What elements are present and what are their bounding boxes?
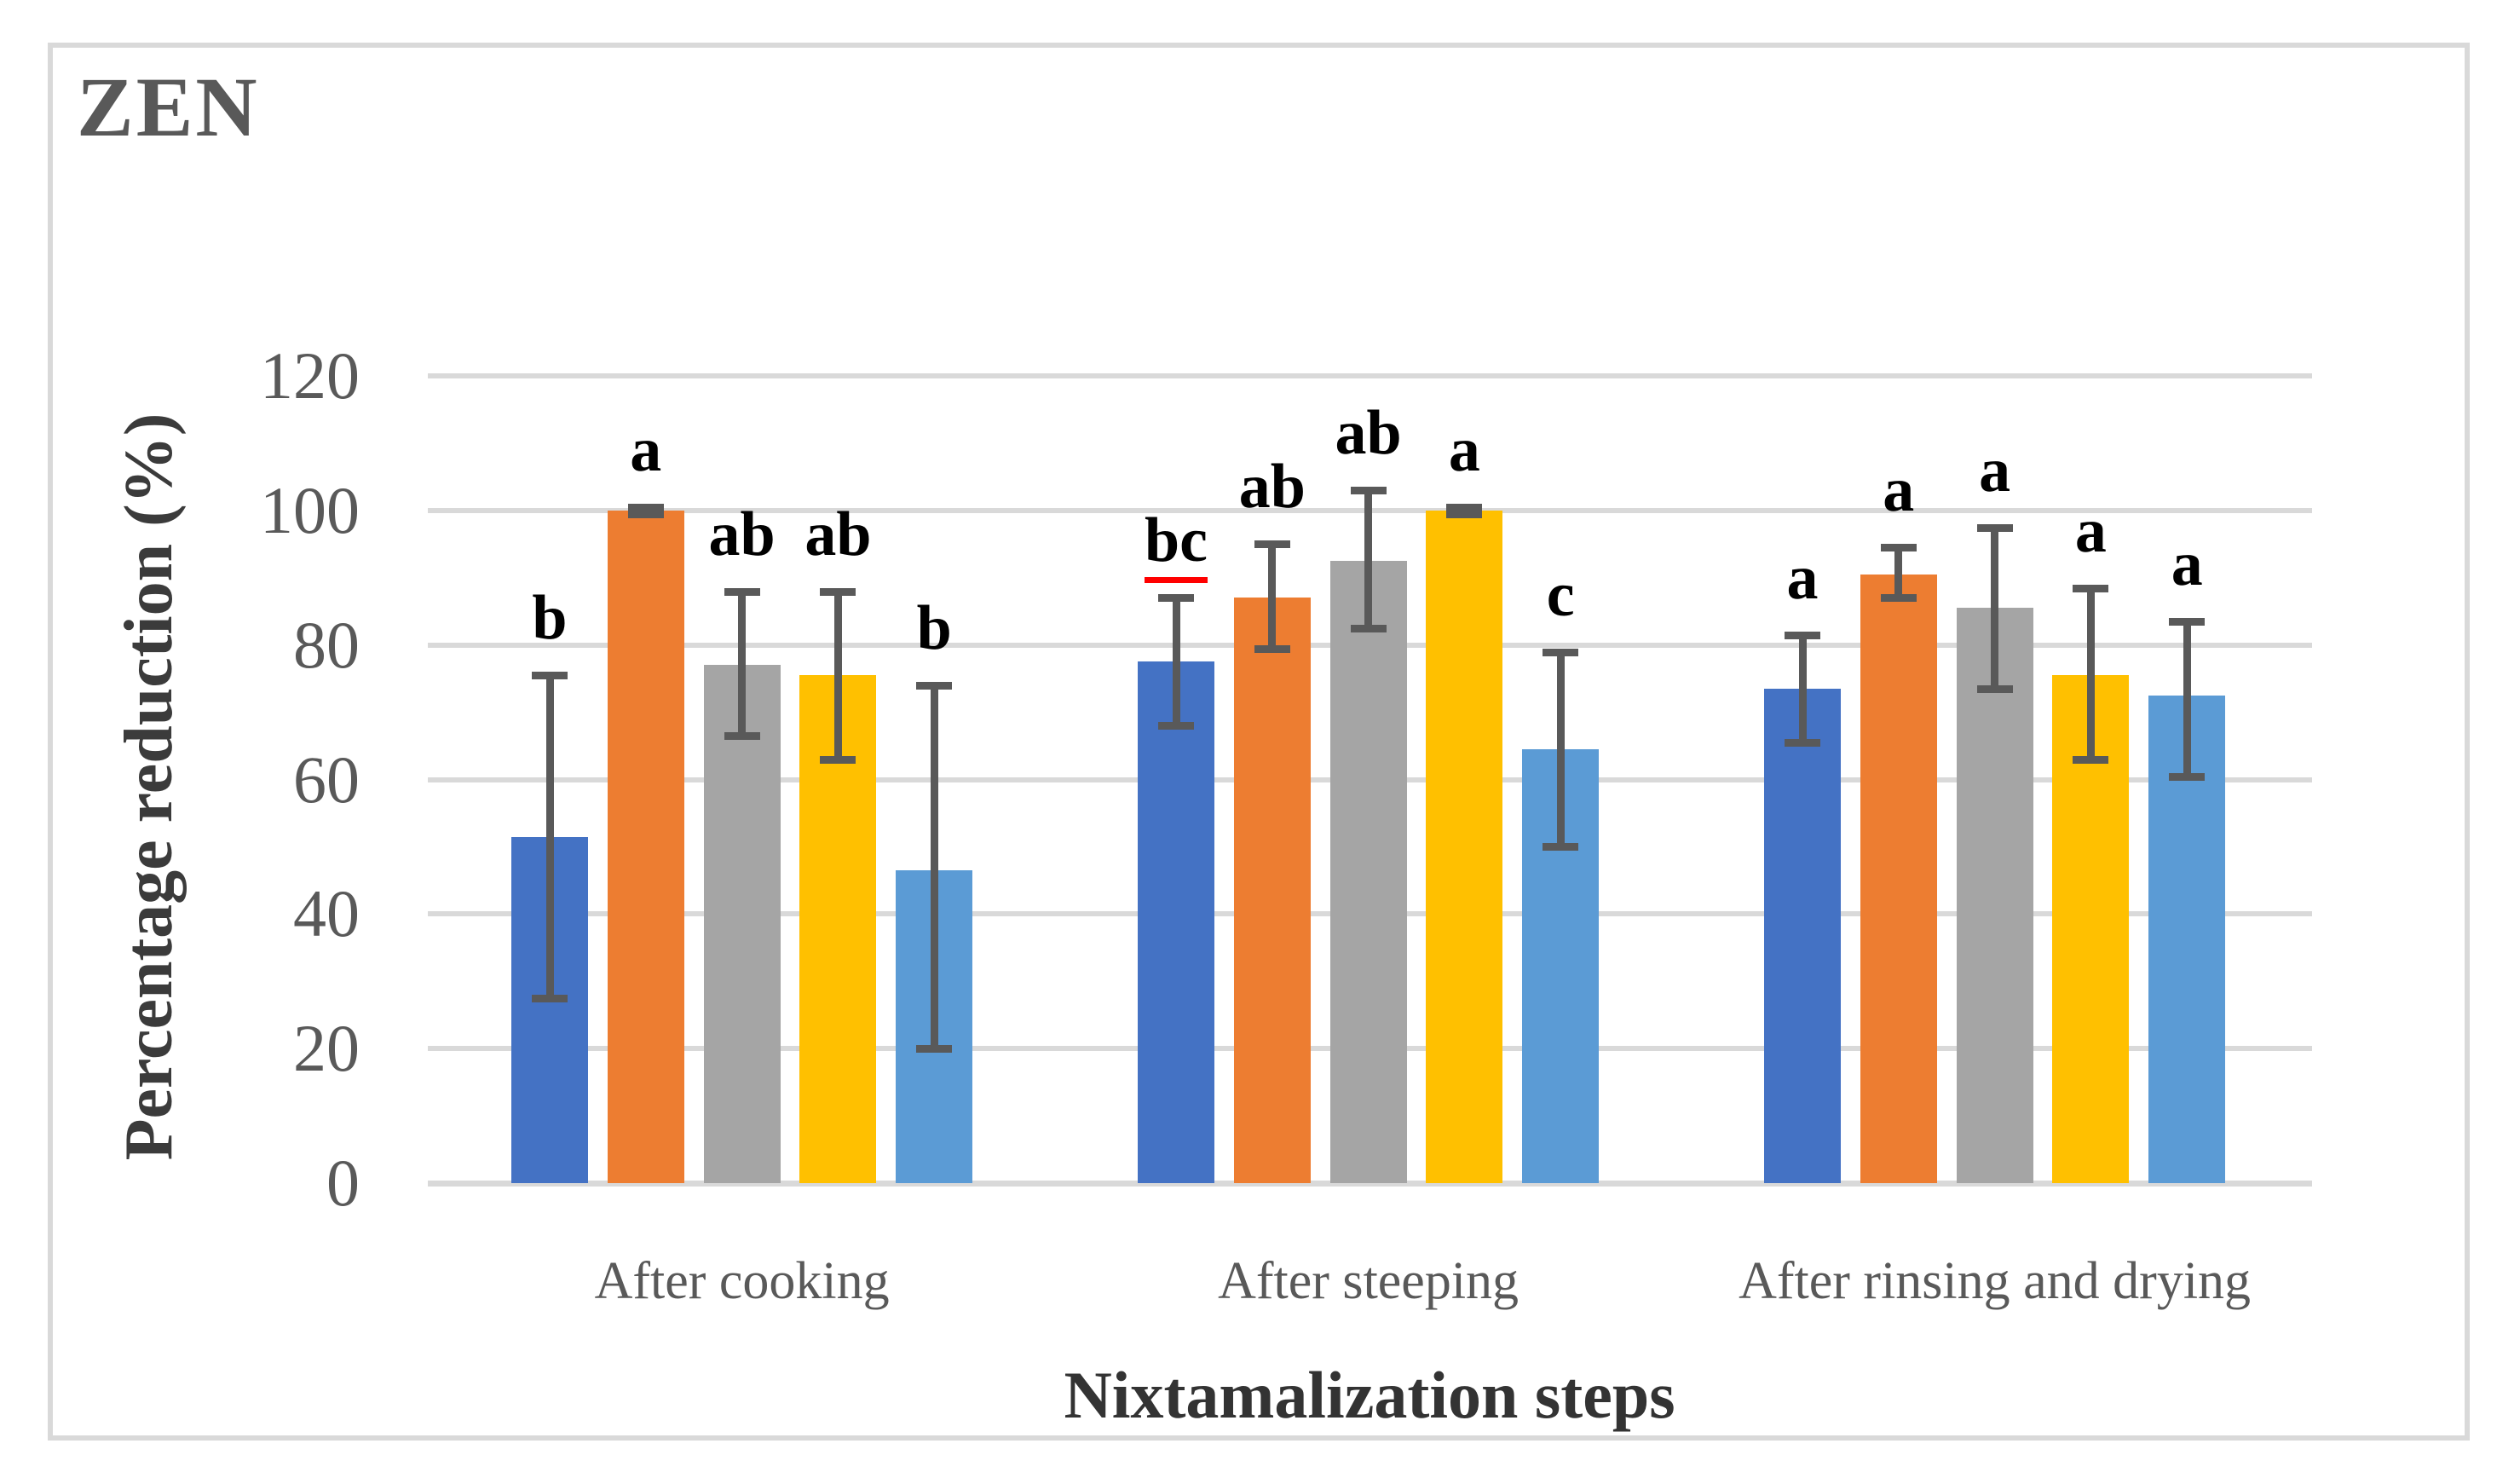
bar-series-2-orange-group3 xyxy=(1860,574,1937,1183)
chart-title: ZEN xyxy=(77,60,260,154)
significance-letter: b xyxy=(823,597,1045,660)
error-bar-cap-bottom xyxy=(820,755,856,764)
error-bar-line xyxy=(1894,547,1903,598)
category-label: After steeping xyxy=(1218,1252,1519,1310)
significance-letter-text: ab xyxy=(1335,398,1402,469)
category-label: After rinsing and drying xyxy=(1739,1252,2252,1310)
error-bar-line xyxy=(2183,621,2191,777)
significance-letter-text: b xyxy=(916,593,952,664)
error-bar-cap-bottom xyxy=(1254,644,1290,653)
significance-letter: b xyxy=(439,586,660,650)
bar-series-3-gray-group3 xyxy=(1956,608,2033,1183)
significance-letter: a xyxy=(2076,533,2298,596)
error-bar-line xyxy=(1172,598,1180,726)
significance-letter-text: c xyxy=(1546,559,1575,630)
significance-letter: a xyxy=(1353,419,1575,482)
significance-letter-text: bc xyxy=(1145,505,1208,584)
y-tick-label: 120 xyxy=(260,338,360,413)
significance-letter: c xyxy=(1450,563,1671,627)
y-tick-label: 20 xyxy=(293,1011,360,1086)
error-bar-cap-bottom xyxy=(1446,510,1483,518)
chart-outer-frame xyxy=(48,43,2470,1441)
significance-letter-text: ab xyxy=(804,499,872,569)
error-bar-line xyxy=(1364,490,1373,628)
error-bar-cap-top xyxy=(724,587,760,596)
error-bar-cap-bottom xyxy=(532,994,568,1002)
error-bar-line xyxy=(738,591,747,736)
error-bar-cap-bottom xyxy=(2169,772,2206,781)
significance-letter-text: ab xyxy=(708,499,776,569)
error-bar-cap-bottom xyxy=(916,1045,953,1054)
error-bar-cap-top xyxy=(627,503,664,511)
bar-series-1-dark-blue-group2 xyxy=(1138,661,1214,1183)
significance-letter-text: a xyxy=(630,414,662,485)
error-bar-cap-bottom xyxy=(1976,684,2013,693)
significance-letter-text: a xyxy=(1883,455,1915,526)
error-bar-line xyxy=(1556,651,1565,847)
significance-letter: bc xyxy=(1065,505,1287,584)
x-axis-title: Nixtamalization steps xyxy=(1064,1358,1675,1432)
y-tick-label: 100 xyxy=(260,472,360,547)
error-bar-cap-top xyxy=(2169,618,2206,627)
error-bar-cap-bottom xyxy=(1880,594,1917,603)
y-tick-label: 80 xyxy=(293,607,360,682)
error-bar-line xyxy=(1268,544,1277,649)
error-bar-cap-bottom xyxy=(724,732,760,741)
error-bar-cap-top xyxy=(1158,594,1194,603)
error-bar-cap-bottom xyxy=(1350,624,1387,632)
significance-letter-text: a xyxy=(2074,495,2107,566)
significance-letter: ab xyxy=(1258,401,1479,465)
error-bar-cap-bottom xyxy=(627,510,664,518)
bar-series-3-gray-group1 xyxy=(703,665,781,1183)
error-bar-cap-top xyxy=(532,672,568,680)
significance-letter: a xyxy=(1980,499,2201,563)
significance-letter-text: a xyxy=(1786,542,1819,613)
bar-series-3-gray-group2 xyxy=(1329,561,1407,1183)
bar-series-4-yellow-group2 xyxy=(1426,510,1503,1183)
error-bar-cap-bottom xyxy=(1785,739,1820,748)
error-bar-cap-top xyxy=(916,682,953,690)
y-tick-label: 0 xyxy=(326,1146,360,1220)
y-tick-label: 40 xyxy=(293,876,360,951)
significance-letter: a xyxy=(535,419,757,482)
error-bar-line xyxy=(833,591,842,759)
significance-letter: a xyxy=(1788,459,2010,522)
error-bar-cap-top xyxy=(1880,544,1917,552)
error-bar-cap-top xyxy=(1350,487,1387,495)
significance-letter-text: a xyxy=(2171,529,2203,600)
significance-letter: a xyxy=(1884,439,2106,502)
error-bar-cap-top xyxy=(1976,523,2013,532)
category-label: After cooking xyxy=(594,1252,890,1310)
y-tick-label: 60 xyxy=(293,742,360,817)
bar-series-2-orange-group2 xyxy=(1233,598,1311,1183)
error-bar-cap-bottom xyxy=(2073,755,2109,764)
error-bar-cap-top xyxy=(1254,540,1290,549)
significance-letter-text: a xyxy=(1979,435,2011,505)
x-axis-line xyxy=(428,1181,2312,1187)
error-bar-cap-bottom xyxy=(1543,843,1579,852)
error-bar-line xyxy=(545,675,554,998)
significance-letter: ab xyxy=(1162,455,1383,518)
error-bar-cap-top xyxy=(2073,584,2109,592)
significance-letter-text: a xyxy=(1448,414,1480,485)
error-bar-cap-bottom xyxy=(1158,722,1194,730)
error-bar-line xyxy=(930,685,938,1049)
significance-letter: ab xyxy=(727,503,949,566)
bar-series-1-dark-blue-group3 xyxy=(1764,688,1841,1183)
error-bar-cap-top xyxy=(820,587,856,596)
gridline xyxy=(428,373,2312,378)
error-bar-cap-top xyxy=(1543,648,1579,656)
error-bar-line xyxy=(1991,527,1999,689)
significance-letter-text: b xyxy=(532,583,568,654)
significance-letter: a xyxy=(1692,546,1913,609)
error-bar-cap-top xyxy=(1785,631,1820,639)
error-bar-line xyxy=(2086,587,2095,759)
significance-letter-text: ab xyxy=(1238,452,1306,523)
bar-series-2-orange-group1 xyxy=(607,510,684,1183)
error-bar-line xyxy=(1798,634,1807,743)
y-axis-title: Percentage reduction (%) xyxy=(112,413,187,1161)
error-bar-cap-top xyxy=(1446,503,1483,511)
significance-letter: ab xyxy=(631,503,853,566)
